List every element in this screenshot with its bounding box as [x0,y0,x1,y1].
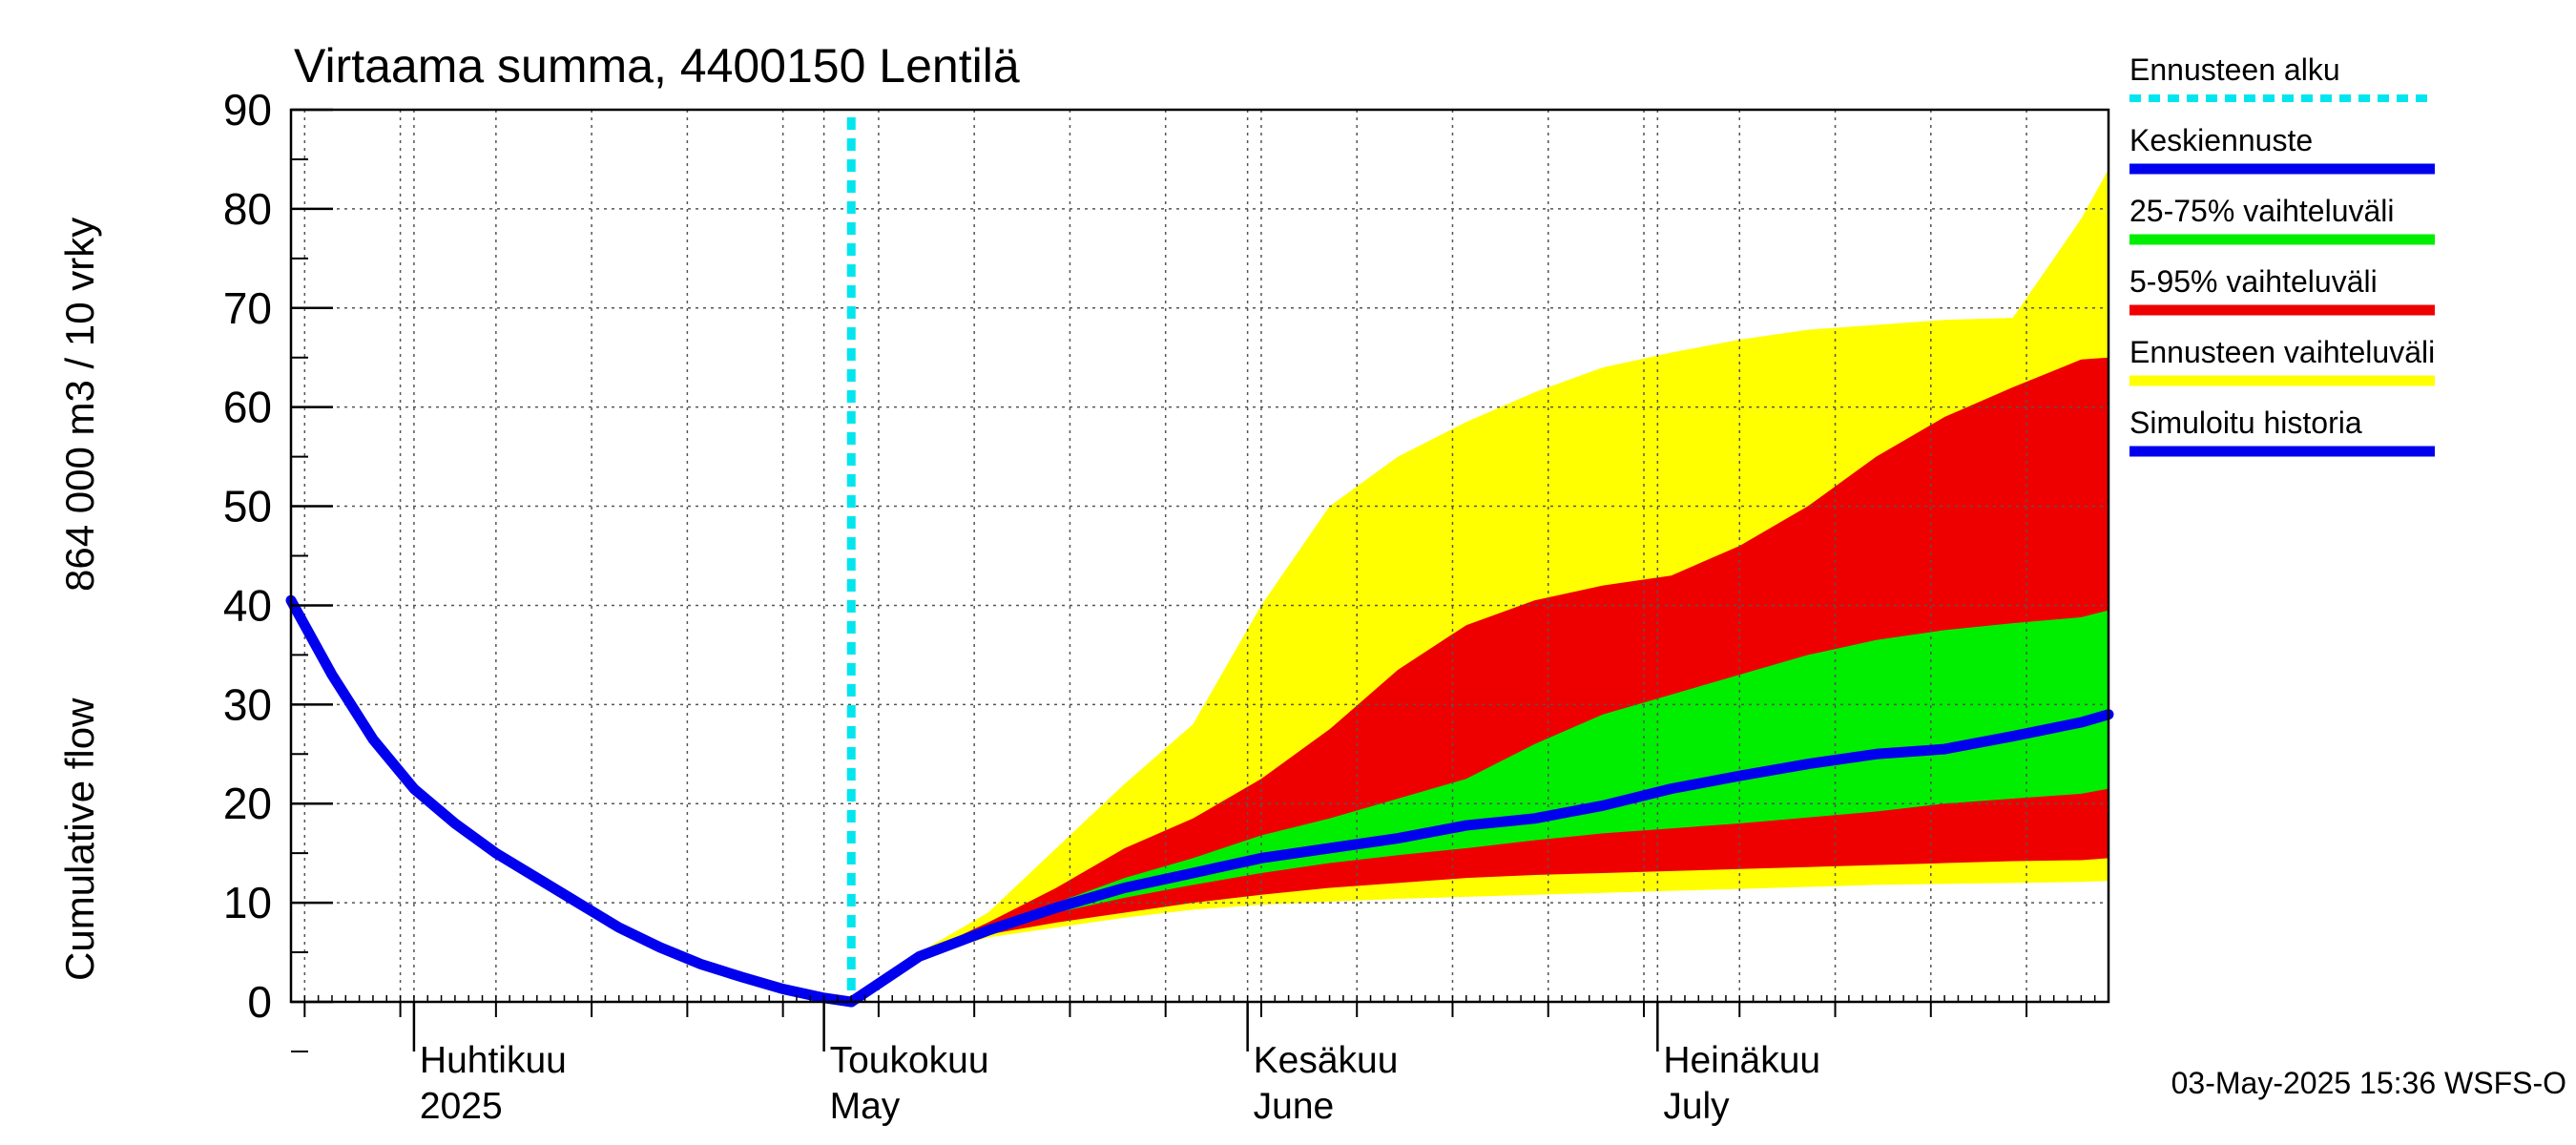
y-axis-labels: Cumulative flow 864 000 m3 / 10 vrky [57,218,102,981]
legend-label: 5-95% vaihteluväli [2129,264,2378,299]
chart-title: Virtaama summa, 4400150 Lentilä [294,39,1020,93]
y-tick-label: 30 [223,679,272,729]
y-tick-labels: 0 10 20 30 40 50 60 70 80 90 [223,85,272,1027]
legend-label: Ennusteen vaihteluväli [2129,335,2435,369]
x-tick-labels: Huhtikuu 2025 Toukokuu May Kesäkuu June Heinäk… [420,1040,1820,1127]
y-tick-label: 90 [223,85,272,135]
legend-label: Simuloitu historia [2129,406,2362,440]
legend-label: Keskiennuste [2129,123,2313,157]
x-tick-label-en: June [1254,1086,1335,1127]
x-tick-label-fi: Heinäkuu [1663,1040,1820,1081]
x-tick-label-en: 2025 [420,1086,503,1127]
legend-label: 25-75% vaihteluväli [2129,194,2395,228]
band-5-95 [851,357,2109,1002]
y-tick-label: 80 [223,184,272,234]
legend: Ennusteen alku Keskiennuste 25-75% vaihtel… [2129,52,2435,457]
series-lines [285,117,2114,1008]
grid-lines [291,110,2109,1002]
x-tick-label-en: July [1663,1086,1730,1127]
x-tick-label-fi: Toukokuu [830,1040,989,1081]
y-tick-label: 70 [223,283,272,333]
y-tick-label: 40 [223,580,272,630]
y-tick-label: 50 [223,482,272,531]
y-tick-label: 0 [247,977,272,1027]
median-forecast-line [845,709,2114,1008]
y-axis-label-bottom: Cumulative flow [57,697,102,981]
legend-label: Ennusteen alku [2129,52,2340,87]
x-tick-label-fi: Huhtikuu [420,1040,567,1081]
x-tick-label-en: May [830,1086,901,1127]
y-tick-label: 10 [223,878,272,927]
band-25-75 [851,610,2109,1002]
timestamp: 03-May-2025 15:36 WSFS-O [2171,1066,2566,1100]
history-line [285,594,857,1008]
x-tick-label-fi: Kesäkuu [1254,1040,1399,1081]
forecast-bands [851,169,2109,1003]
y-tick-label: 60 [223,383,272,432]
axes [289,108,2110,1052]
y-tick-label: 20 [223,779,272,828]
y-axis-label-top: 864 000 m3 / 10 vrky [57,218,102,592]
